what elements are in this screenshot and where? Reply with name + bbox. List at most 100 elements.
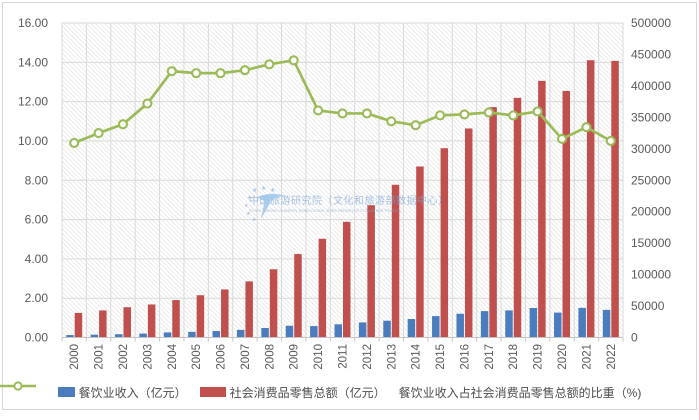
- restaurant-revenue-bars: [66, 307, 611, 338]
- ratio-marker-2006: [215, 68, 226, 79]
- bar-retail-2018: [513, 97, 522, 338]
- bar-restaurant-2002: [114, 334, 123, 338]
- x-axis-tick-2015: 2015: [435, 344, 447, 370]
- left-axis-labels: 0.00 2.00 4.00 6.00 8.00 10.00 12.00 14.00 16.00: [18, 16, 48, 345]
- ratio-marker-2018: [508, 110, 519, 121]
- right-axis-tick-400000: 400000: [631, 79, 671, 93]
- legend-item-retail-sales: 社会消费品零售总额（亿元）: [199, 384, 386, 401]
- left-axis-tick-0.00: 0.00: [25, 331, 49, 345]
- bar-retail-2020: [562, 90, 571, 338]
- bar-restaurant-2014: [407, 319, 416, 338]
- bar-restaurant-2009: [285, 325, 294, 338]
- right-axis-tick-250000: 250000: [631, 173, 671, 187]
- bar-restaurant-2018: [505, 310, 513, 338]
- bar-restaurant-2021: [578, 307, 586, 338]
- x-axis-tick-2000: 2000: [69, 344, 81, 370]
- bar-restaurant-2005: [188, 331, 196, 338]
- ratio-line-markers: [69, 55, 616, 148]
- bar-restaurant-2010: [310, 326, 318, 338]
- bar-retail-2004: [172, 300, 180, 338]
- right-axis-tick-350000: 350000: [631, 110, 671, 124]
- bar-retail-2016: [464, 128, 473, 338]
- x-axis-tick-2022: 2022: [606, 344, 618, 370]
- x-axis-tick-2021: 2021: [581, 344, 593, 370]
- ratio-marker-2014: [410, 120, 421, 131]
- x-axis-labels: 2000 2001 2002 2003 2004 2005 2006 2007 2008 2009…: [69, 343, 618, 369]
- ratio-marker-2004: [166, 66, 177, 77]
- bar-restaurant-2015: [432, 316, 440, 338]
- bar-retail-2015: [440, 148, 449, 338]
- x-axis-tick-2003: 2003: [142, 344, 154, 370]
- bar-retail-2014: [416, 166, 424, 338]
- bar-restaurant-2017: [480, 311, 489, 338]
- bar-restaurant-2013: [383, 320, 391, 338]
- ratio-marker-2021: [581, 122, 592, 133]
- bar-retail-2002: [123, 307, 131, 338]
- legend-item-restaurant-revenue: 餐饮业收入（亿元）: [57, 384, 187, 401]
- ratio-marker-2008: [264, 59, 275, 70]
- x-axis-tick-2019: 2019: [533, 344, 545, 370]
- x-axis-tick-2010: 2010: [313, 344, 325, 370]
- right-axis-tick-300000: 300000: [631, 142, 671, 156]
- ratio-marker-2016: [459, 109, 470, 120]
- bar-retail-2013: [391, 184, 400, 338]
- x-axis-tick-2007: 2007: [240, 344, 252, 370]
- bar-restaurant-2006: [212, 331, 221, 338]
- retail-sales-bars: [74, 60, 619, 338]
- legend-item-ratio-line: 餐饮业收入占社会消费品零售总额的比重（%): [0, 381, 641, 401]
- right-axis-tick-150000: 150000: [631, 236, 671, 250]
- ratio-marker-2017: [483, 107, 494, 118]
- bar-restaurant-2001: [90, 334, 99, 338]
- bar-retail-2003: [147, 304, 156, 338]
- gridlines: [61, 22, 624, 338]
- ratio-marker-2007: [239, 65, 250, 76]
- ratio-marker-2003: [142, 98, 153, 109]
- ratio-marker-2009: [288, 55, 299, 66]
- bar-restaurant-2019: [529, 307, 538, 338]
- x-axis-tick-2005: 2005: [191, 344, 203, 370]
- ratio-marker-2019: [532, 106, 543, 117]
- right-axis-tick-0: 0: [631, 331, 638, 345]
- left-axis-tick-8.00: 8.00: [25, 173, 49, 187]
- bar-retail-2021: [586, 60, 595, 338]
- ratio-marker-2002: [117, 119, 129, 130]
- left-axis-tick-10.00: 10.00: [18, 134, 48, 148]
- x-axis-tick-2017: 2017: [484, 344, 496, 370]
- bar-restaurant-2016: [456, 313, 464, 338]
- bar-retail-2008: [269, 269, 278, 338]
- ratio-marker-2010: [313, 105, 324, 116]
- bar-retail-2006: [221, 289, 229, 338]
- bar-restaurant-2003: [139, 333, 147, 338]
- right-axis-tick-200000: 200000: [631, 205, 671, 219]
- bar-retail-2007: [245, 281, 253, 338]
- left-axis-tick-2.00: 2.00: [25, 291, 49, 305]
- x-axis-tick-2002: 2002: [118, 344, 130, 370]
- x-axis-tick-2011: 2011: [338, 344, 350, 369]
- legend-marker-ratio-line: [0, 381, 36, 391]
- bar-restaurant-2020: [554, 312, 562, 338]
- right-axis-tick-50000: 50000: [631, 299, 665, 313]
- bar-retail-2012: [367, 205, 375, 338]
- ratio-marker-2005: [191, 68, 202, 79]
- bar-restaurant-2000: [66, 335, 74, 338]
- legend-swatch-retail-sales: [199, 387, 226, 397]
- bar-retail-2001: [99, 310, 107, 338]
- bar-retail-2019: [538, 80, 546, 338]
- ratio-marker-2012: [361, 108, 372, 119]
- x-axis-tick-2020: 2020: [557, 344, 569, 370]
- combo-chart: 0.00 2.00 4.00 6.00 8.00 10.00 12.00 14.00 16.00…: [18, 16, 671, 370]
- x-axis: [61, 337, 624, 342]
- x-axis-tick-2018: 2018: [508, 344, 520, 370]
- left-axis-tick-6.00: 6.00: [25, 213, 49, 227]
- ratio-marker-2000: [69, 137, 80, 148]
- ratio-marker-2015: [435, 110, 446, 121]
- bar-retail-2010: [318, 238, 327, 338]
- right-axis-tick-500000: 500000: [631, 16, 671, 30]
- legend-swatch-restaurant-revenue: [57, 387, 75, 397]
- bar-retail-2009: [294, 254, 302, 338]
- ratio-marker-2022: [605, 135, 616, 146]
- bar-retail-2000: [74, 312, 83, 338]
- bar-retail-2017: [489, 107, 497, 338]
- bar-restaurant-2012: [358, 322, 367, 338]
